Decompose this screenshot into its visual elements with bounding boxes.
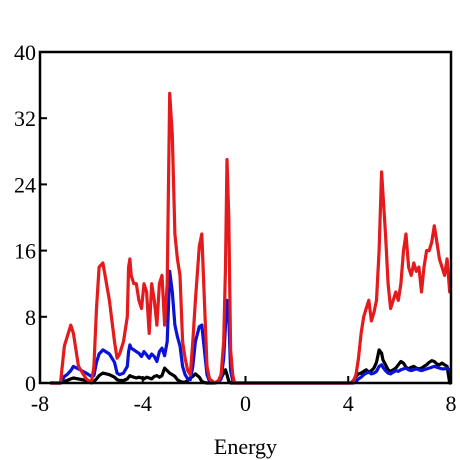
x-axis-title: Energy [214, 434, 277, 459]
y-tick-label: 8 [25, 305, 36, 330]
x-tick-label: 0 [240, 391, 251, 416]
y-tick-label: 40 [14, 40, 36, 65]
x-tick-label: 4 [343, 391, 354, 416]
x-tick-label: -8 [31, 391, 49, 416]
plot-frame [38, 50, 453, 385]
y-tick-label: 24 [14, 172, 36, 197]
y-tick-label: 0 [25, 371, 36, 396]
series-line-1 [50, 269, 452, 385]
y-tick-label: 32 [14, 106, 36, 131]
x-tick-label: 8 [446, 391, 457, 416]
y-tick-label: 16 [14, 239, 36, 264]
series-line-0 [50, 91, 452, 385]
ticks-layer: -8 -4 0 4 8 0 8 16 24 32 40 [14, 40, 457, 416]
series-layer [50, 91, 452, 385]
series-line-2 [50, 348, 452, 385]
x-tick-label: -4 [134, 391, 152, 416]
